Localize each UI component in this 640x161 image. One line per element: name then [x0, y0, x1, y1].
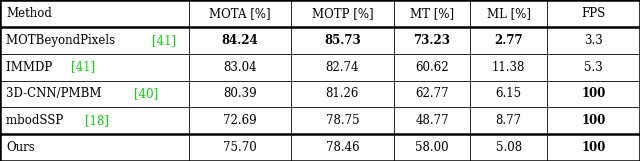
Text: 75.70: 75.70 — [223, 141, 257, 154]
Text: 100: 100 — [581, 114, 606, 127]
Text: [40]: [40] — [134, 87, 159, 100]
Text: 8.77: 8.77 — [496, 114, 522, 127]
Text: 80.39: 80.39 — [223, 87, 257, 100]
Text: 2.77: 2.77 — [495, 34, 523, 47]
Text: mbodSSP: mbodSSP — [6, 114, 67, 127]
Text: IMMDP: IMMDP — [6, 61, 56, 74]
Text: [41]: [41] — [152, 34, 176, 47]
Text: 100: 100 — [581, 87, 606, 100]
Text: 72.69: 72.69 — [223, 114, 257, 127]
Text: 58.00: 58.00 — [415, 141, 449, 154]
Text: 3D-CNN/PMBM: 3D-CNN/PMBM — [6, 87, 106, 100]
Text: [18]: [18] — [85, 114, 109, 127]
Text: 85.73: 85.73 — [324, 34, 361, 47]
Text: Method: Method — [6, 7, 52, 20]
Text: Ours: Ours — [6, 141, 35, 154]
Text: 78.75: 78.75 — [326, 114, 359, 127]
Text: 73.23: 73.23 — [413, 34, 451, 47]
Text: MOTBeyondPixels: MOTBeyondPixels — [6, 34, 119, 47]
Text: 3.3: 3.3 — [584, 34, 603, 47]
Text: 60.62: 60.62 — [415, 61, 449, 74]
Text: 5.08: 5.08 — [496, 141, 522, 154]
Text: 48.77: 48.77 — [415, 114, 449, 127]
Text: MT [%]: MT [%] — [410, 7, 454, 20]
Text: 83.04: 83.04 — [223, 61, 257, 74]
Text: 62.77: 62.77 — [415, 87, 449, 100]
Text: 84.24: 84.24 — [221, 34, 259, 47]
Text: FPS: FPS — [582, 7, 605, 20]
Text: 78.46: 78.46 — [326, 141, 359, 154]
Text: 100: 100 — [581, 141, 606, 154]
Text: MOTP [%]: MOTP [%] — [312, 7, 373, 20]
Text: ML [%]: ML [%] — [487, 7, 531, 20]
Text: 11.38: 11.38 — [492, 61, 525, 74]
Text: 81.26: 81.26 — [326, 87, 359, 100]
Text: MOTA [%]: MOTA [%] — [209, 7, 271, 20]
Text: 5.3: 5.3 — [584, 61, 603, 74]
Text: 82.74: 82.74 — [326, 61, 359, 74]
Text: [41]: [41] — [71, 61, 95, 74]
Text: 6.15: 6.15 — [496, 87, 522, 100]
